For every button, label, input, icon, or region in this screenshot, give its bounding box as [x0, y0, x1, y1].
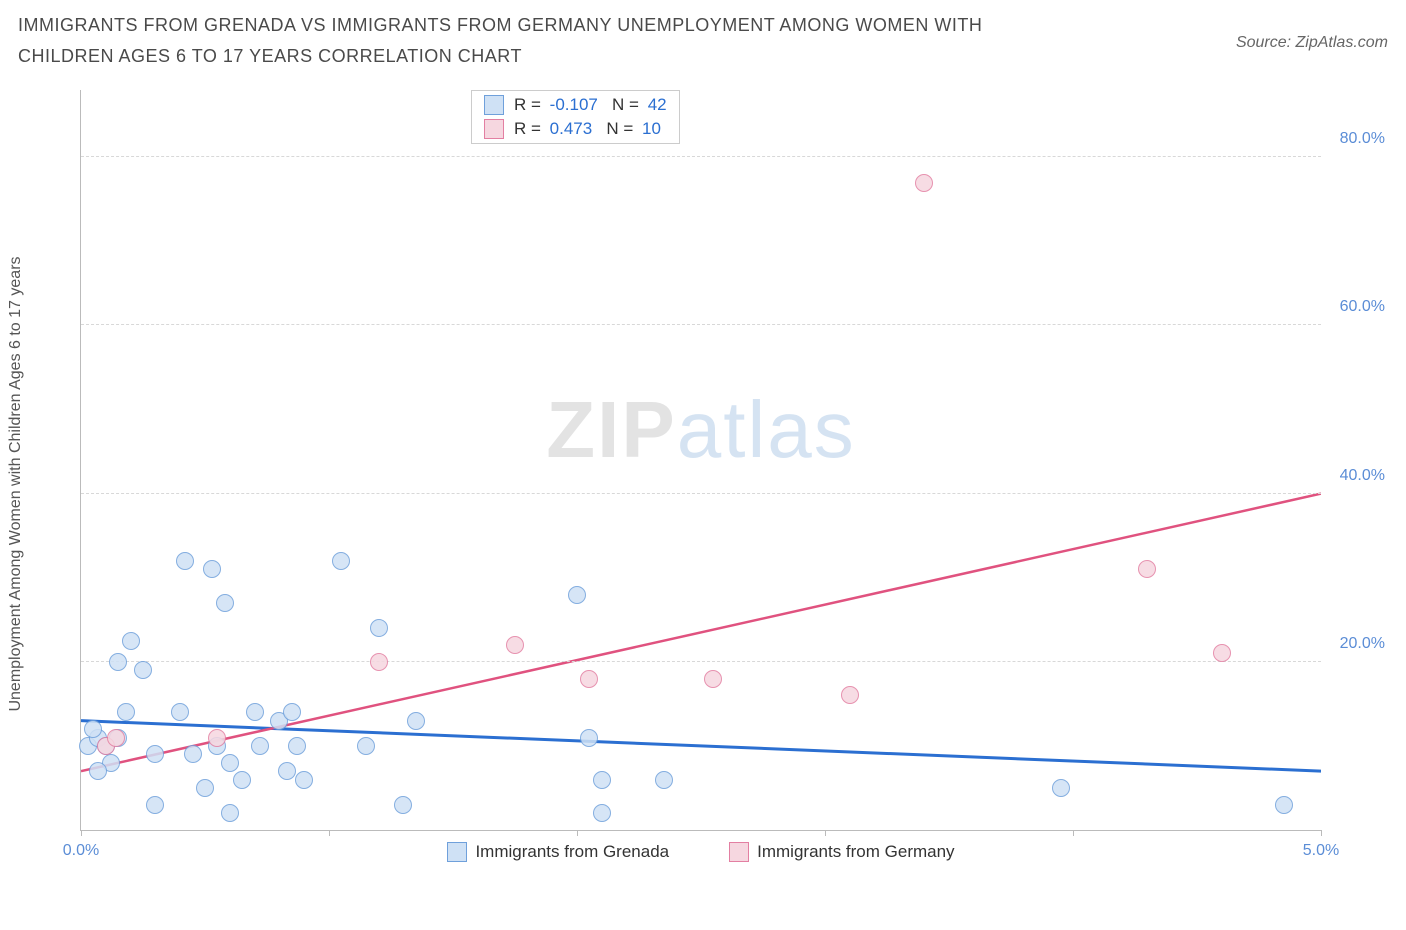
legend-swatch-grenada — [447, 842, 467, 862]
point-grenada — [89, 762, 107, 780]
chart-title: IMMIGRANTS FROM GRENADA VS IMMIGRANTS FR… — [18, 10, 1068, 71]
y-axis-label: Unemployment Among Women with Children A… — [7, 256, 25, 711]
r-grenada: -0.107 — [550, 95, 598, 114]
grid-line — [81, 493, 1321, 494]
point-grenada — [171, 703, 189, 721]
y-tick-label: 40.0% — [1340, 467, 1385, 485]
point-grenada — [593, 771, 611, 789]
x-tick-mark — [81, 830, 82, 836]
watermark: ZIPatlas — [546, 384, 855, 476]
legend-swatch-germany — [729, 842, 749, 862]
point-grenada — [394, 796, 412, 814]
point-grenada — [370, 619, 388, 637]
x-tick-mark — [1321, 830, 1322, 836]
watermark-bold: ZIP — [546, 385, 676, 474]
point-grenada — [1052, 779, 1070, 797]
legend-label-germany: Immigrants from Germany — [757, 842, 954, 862]
point-grenada — [122, 632, 140, 650]
point-germany — [704, 670, 722, 688]
point-grenada — [221, 804, 239, 822]
point-germany — [841, 686, 859, 704]
trend-lines — [81, 90, 1321, 830]
point-grenada — [184, 745, 202, 763]
point-germany — [370, 653, 388, 671]
stat-row-grenada: R = -0.107 N = 42 — [472, 93, 679, 117]
stat-legend: R = -0.107 N = 42 R = 0.473 N = 10 — [471, 90, 680, 144]
point-germany — [580, 670, 598, 688]
y-tick-label: 20.0% — [1340, 635, 1385, 653]
point-grenada — [134, 661, 152, 679]
point-grenada — [332, 552, 350, 570]
grid-line — [81, 324, 1321, 325]
point-grenada — [655, 771, 673, 789]
point-grenada — [278, 762, 296, 780]
legend-item-germany: Immigrants from Germany — [729, 842, 954, 862]
point-grenada — [233, 771, 251, 789]
point-grenada — [203, 560, 221, 578]
point-grenada — [1275, 796, 1293, 814]
point-grenada — [117, 703, 135, 721]
grid-line — [81, 156, 1321, 157]
point-grenada — [357, 737, 375, 755]
n-germany: 10 — [642, 119, 661, 138]
grid-line — [81, 661, 1321, 662]
r-germany: 0.473 — [550, 119, 593, 138]
point-grenada — [84, 720, 102, 738]
point-grenada — [176, 552, 194, 570]
legend-item-grenada: Immigrants from Grenada — [447, 842, 669, 862]
title-bar: IMMIGRANTS FROM GRENADA VS IMMIGRANTS FR… — [0, 0, 1406, 71]
point-grenada — [221, 754, 239, 772]
x-tick-label: 5.0% — [1303, 842, 1339, 860]
x-tick-mark — [1073, 830, 1074, 836]
bottom-legend: Immigrants from Grenada Immigrants from … — [81, 842, 1321, 862]
point-germany — [208, 729, 226, 747]
point-germany — [1213, 644, 1231, 662]
swatch-germany — [484, 119, 504, 139]
legend-label-grenada: Immigrants from Grenada — [475, 842, 669, 862]
point-grenada — [407, 712, 425, 730]
point-grenada — [288, 737, 306, 755]
point-grenada — [580, 729, 598, 747]
point-germany — [915, 174, 933, 192]
y-tick-label: 80.0% — [1340, 130, 1385, 148]
point-grenada — [216, 594, 234, 612]
point-germany — [107, 729, 125, 747]
point-grenada — [251, 737, 269, 755]
source-label: Source: ZipAtlas.com — [1236, 34, 1388, 52]
point-grenada — [109, 653, 127, 671]
point-grenada — [146, 745, 164, 763]
swatch-grenada — [484, 95, 504, 115]
watermark-rest: atlas — [677, 385, 856, 474]
x-tick-mark — [825, 830, 826, 836]
point-grenada — [246, 703, 264, 721]
point-grenada — [196, 779, 214, 797]
x-tick-label: 0.0% — [63, 842, 99, 860]
point-germany — [506, 636, 524, 654]
point-grenada — [295, 771, 313, 789]
plot-area: ZIPatlas R = -0.107 N = 42 R = 0.473 N =… — [80, 90, 1321, 831]
y-tick-label: 60.0% — [1340, 298, 1385, 316]
point-grenada — [146, 796, 164, 814]
x-tick-mark — [577, 830, 578, 836]
stat-row-germany: R = 0.473 N = 10 — [472, 117, 679, 141]
point-grenada — [568, 586, 586, 604]
point-grenada — [283, 703, 301, 721]
n-grenada: 42 — [648, 95, 667, 114]
point-germany — [1138, 560, 1156, 578]
point-grenada — [593, 804, 611, 822]
plot-wrap: Unemployment Among Women with Children A… — [58, 90, 1388, 860]
x-tick-mark — [329, 830, 330, 836]
